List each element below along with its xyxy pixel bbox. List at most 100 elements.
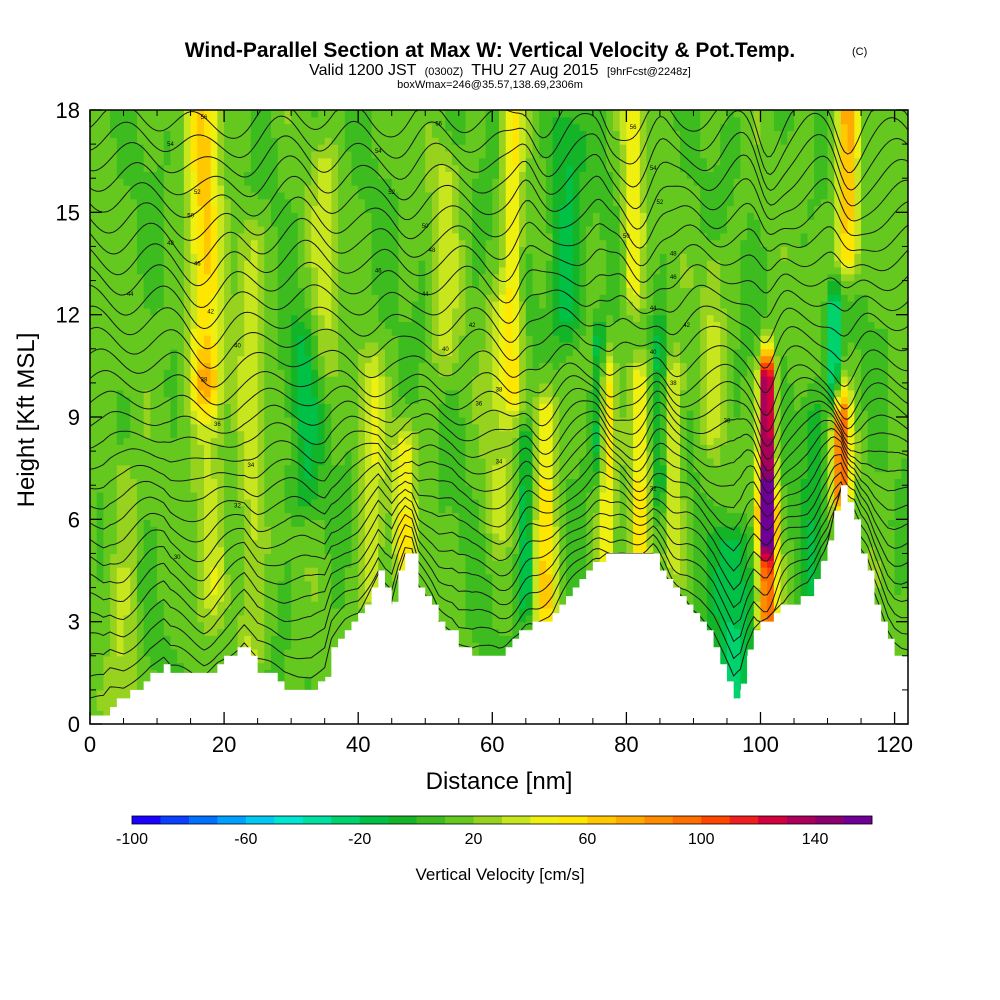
velocity-cell: [264, 594, 272, 602]
velocity-cell: [177, 444, 185, 452]
velocity-cell: [170, 430, 178, 439]
velocity-cell: [371, 526, 379, 534]
velocity-cell: [438, 355, 446, 364]
velocity-cell: [224, 532, 232, 541]
velocity-cell: [472, 137, 480, 145]
velocity-cell: [472, 430, 480, 439]
velocity-cell: [478, 621, 487, 630]
velocity-cell: [257, 478, 265, 486]
velocity-cell: [150, 485, 158, 493]
velocity-cell: [304, 553, 312, 561]
velocity-cell: [351, 341, 359, 350]
velocity-cell: [143, 594, 151, 602]
velocity-cell: [418, 185, 426, 193]
velocity-cell: [130, 505, 138, 514]
velocity-cell: [458, 137, 467, 145]
velocity-cell: [103, 294, 111, 302]
velocity-cell: [123, 307, 131, 316]
velocity-cell: [317, 608, 326, 616]
velocity-cell: [157, 594, 165, 602]
velocity-cell: [96, 328, 104, 336]
velocity-cell: [445, 451, 453, 459]
velocity-cell: [130, 219, 138, 227]
velocity-cell: [344, 191, 353, 200]
velocity-cell: [371, 328, 379, 336]
velocity-cell: [244, 567, 252, 575]
velocity-cell: [425, 485, 433, 493]
velocity-cell: [230, 185, 239, 193]
velocity-cell: [452, 307, 460, 316]
velocity-cell: [297, 532, 306, 541]
velocity-cell: [431, 539, 440, 548]
velocity-cell: [324, 219, 332, 227]
velocity-cell: [485, 341, 493, 350]
velocity-cell: [170, 280, 178, 288]
velocity-cell: [103, 621, 111, 630]
velocity-cell: [438, 417, 446, 425]
velocity-cell: [311, 232, 319, 241]
velocity-cell: [103, 662, 111, 671]
velocity-cell: [311, 683, 319, 691]
velocity-cell: [177, 185, 185, 193]
velocity-cell: [103, 389, 111, 398]
velocity-cell: [277, 328, 286, 336]
velocity-cell: [331, 573, 339, 582]
velocity-cell: [203, 225, 212, 234]
velocity-cell: [364, 505, 373, 514]
velocity-cell: [170, 123, 178, 132]
velocity-cell: [492, 532, 500, 541]
velocity-cell: [277, 219, 286, 227]
velocity-cell: [203, 587, 212, 595]
velocity-cell: [472, 253, 480, 261]
velocity-cell: [425, 587, 433, 595]
velocity-cell: [358, 444, 366, 452]
velocity-cell: [244, 410, 252, 418]
velocity-cell: [237, 301, 245, 309]
velocity-cell: [150, 150, 158, 159]
velocity-cell: [271, 485, 279, 493]
velocity-cell: [324, 580, 332, 589]
velocity-cell: [130, 430, 138, 439]
velocity-cell: [170, 362, 178, 370]
velocity-cell: [103, 335, 111, 343]
velocity-cell: [445, 362, 453, 370]
velocity-cell: [90, 546, 98, 555]
velocity-cell: [150, 492, 158, 500]
velocity-cell: [284, 642, 292, 650]
velocity-cell: [344, 492, 353, 500]
velocity-cell: [90, 178, 98, 186]
velocity-cell: [391, 335, 400, 343]
velocity-cell: [271, 403, 279, 411]
velocity-cell: [478, 178, 487, 186]
velocity-cell: [311, 348, 319, 357]
velocity-cell: [311, 341, 319, 350]
velocity-cell: [331, 225, 339, 234]
velocity-cell: [183, 642, 192, 650]
velocity-cell: [197, 539, 205, 548]
velocity-cell: [378, 301, 386, 309]
velocity-cell: [458, 219, 467, 227]
velocity-cell: [190, 314, 198, 323]
velocity-cell: [425, 560, 433, 568]
velocity-cell: [264, 212, 272, 220]
velocity-cell: [311, 198, 319, 207]
velocity-cell: [170, 423, 178, 432]
velocity-cell: [405, 280, 413, 288]
velocity-cell: [136, 219, 145, 227]
velocity-cell: [291, 648, 299, 657]
velocity-cell: [157, 239, 165, 248]
velocity-cell: [311, 246, 319, 254]
velocity-cell: [103, 648, 111, 657]
velocity-cell: [438, 130, 446, 138]
velocity-cell: [157, 150, 165, 159]
velocity-cell: [297, 505, 306, 514]
velocity-cell: [230, 328, 239, 336]
velocity-cell: [431, 396, 440, 404]
velocity-cell: [472, 648, 480, 657]
velocity-cell: [499, 621, 507, 630]
velocity-cell: [103, 451, 111, 459]
velocity-cell: [331, 580, 339, 589]
velocity-cell: [271, 328, 279, 336]
velocity-cell: [358, 280, 366, 288]
velocity-cell: [130, 580, 138, 589]
